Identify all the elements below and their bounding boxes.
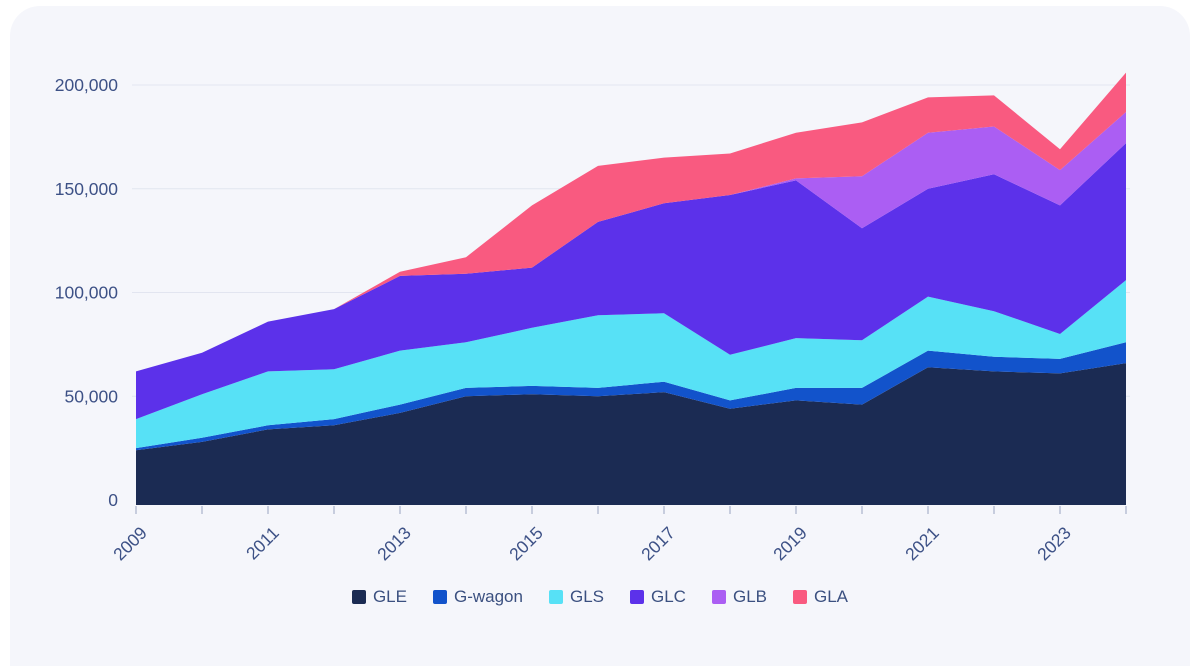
legend-item-g-wagon[interactable]: G-wagon [432, 587, 523, 606]
y-axis-label: 200,000 [55, 75, 119, 95]
legend-swatch-glc [630, 589, 644, 604]
x-axis-label: 2019 [769, 523, 811, 565]
x-axis-label: 2023 [1033, 523, 1075, 565]
legend-label: GLB [732, 587, 767, 606]
axis-group [135, 500, 1127, 514]
x-axis-label: 2009 [109, 523, 151, 565]
legend-label: GLA [814, 587, 849, 606]
y-axis-label: 0 [108, 490, 118, 510]
y-axis-label: 50,000 [64, 386, 118, 406]
legend-swatch-glb [711, 589, 726, 604]
area-gla [136, 72, 1126, 372]
x-axis-label: 2021 [901, 523, 943, 565]
area-gle [136, 363, 1126, 500]
area-gls [136, 280, 1126, 449]
legend-swatch-gls [548, 589, 563, 604]
x-axis-label: 2017 [637, 523, 679, 565]
area-glb [136, 112, 1126, 372]
x-axis-label: 2013 [373, 523, 415, 565]
legend-label: G-wagon [453, 587, 523, 606]
legend-item-glc[interactable]: GLC [630, 588, 686, 605]
legend-swatch-gle [351, 589, 366, 604]
legend-item-gle[interactable]: GLE [351, 587, 407, 606]
area-glc [136, 143, 1126, 420]
y-axis-label: 100,000 [55, 283, 119, 303]
axis-labels-group: 0 50,000 100,000 150,000 200,000 2009 2011 2013… [55, 75, 1075, 564]
legend: GLE G-wagon GLS GLC GLB GLA [0, 588, 1200, 605]
legend-swatch-g-wagon [432, 589, 447, 604]
legend-swatch-gla [793, 589, 807, 604]
legend-label: GLE [372, 587, 407, 606]
x-axis-label: 2015 [505, 523, 547, 565]
y-axis-label: 150,000 [55, 179, 119, 199]
x-axis-label: 2011 [242, 523, 283, 564]
legend-label: GLS [569, 587, 604, 606]
legend-item-glb[interactable]: GLB [711, 587, 767, 606]
legend-item-gla[interactable]: GLA [793, 588, 848, 605]
areas-group [136, 72, 1126, 500]
legend-item-gls[interactable]: GLS [548, 587, 604, 606]
legend-label: GLC [651, 587, 686, 606]
